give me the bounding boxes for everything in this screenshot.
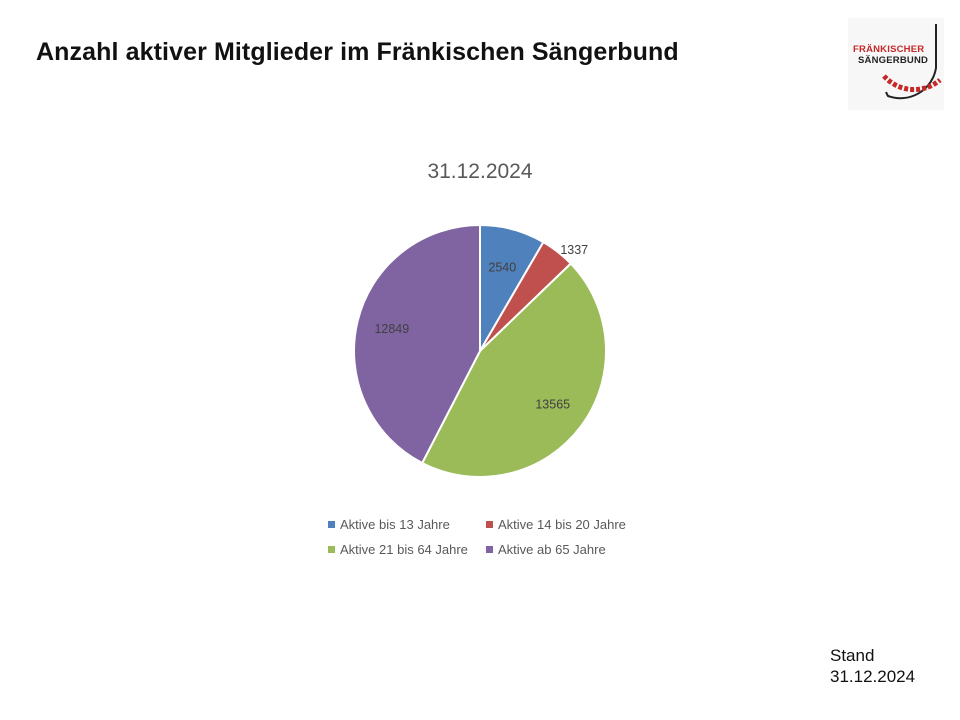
chart-legend: Aktive bis 13 Jahre Aktive 14 bis 20 Jah… [328, 517, 648, 557]
legend-swatch [328, 546, 335, 553]
stand-note: Stand 31.12.2024 [830, 645, 915, 687]
legend-item: Aktive 21 bis 64 Jahre [328, 542, 486, 557]
stand-label: Stand [830, 646, 875, 665]
logo: FRÄNKISCHER SÄNGERBUND [848, 18, 944, 110]
data-label: 13565 [535, 397, 570, 411]
legend-item: Aktive ab 65 Jahre [486, 542, 648, 557]
legend-label: Aktive 21 bis 64 Jahre [340, 542, 468, 557]
logo-text-line1: FRÄNKISCHER [853, 44, 925, 55]
stand-date: 31.12.2024 [830, 667, 916, 686]
legend-item: Aktive 14 bis 20 Jahre [486, 517, 648, 532]
chart-title: 31.12.2024 [427, 160, 533, 183]
data-label: 12849 [374, 322, 409, 336]
legend-swatch [486, 546, 493, 553]
legend-swatch [486, 521, 493, 528]
legend-label: Aktive bis 13 Jahre [340, 517, 450, 532]
legend-swatch [328, 521, 335, 528]
logo-graphic [882, 24, 942, 100]
data-label: 2540 [488, 261, 516, 275]
pie-slice [353, 223, 481, 465]
legend-label: Aktive 14 bis 20 Jahre [498, 517, 626, 532]
pie-slice [420, 262, 607, 478]
legend-label: Aktive ab 65 Jahre [498, 542, 606, 557]
data-label: 1337 [560, 243, 588, 257]
legend-item: Aktive bis 13 Jahre [328, 517, 486, 532]
slide-title: Anzahl aktiver Mitglieder im Fränkischen… [36, 38, 679, 66]
logo-text-line2: SÄNGERBUND [858, 55, 929, 66]
